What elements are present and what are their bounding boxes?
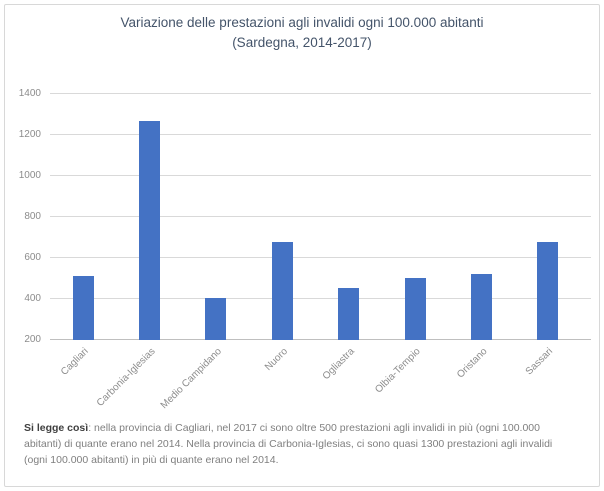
bar-cagliari xyxy=(72,276,94,340)
chart-title-line2: (Sardegna, 2014-2017) xyxy=(232,35,372,50)
caption: Si legge così: nella provincia di Caglia… xyxy=(24,420,569,468)
chart-title-line1: Variazione delle prestazioni agli invali… xyxy=(120,15,484,30)
x-tick-label: Medio Campidano xyxy=(158,346,224,412)
bars xyxy=(50,94,581,340)
gridline xyxy=(50,134,591,135)
y-tick-label: 1000 xyxy=(18,170,41,181)
caption-line3: (ogni 100.000 abitanti) in più di quante… xyxy=(24,454,279,466)
gridline xyxy=(50,298,591,299)
caption-line2: abitanti) di quante erano nel 2014. Nell… xyxy=(24,438,553,450)
bar-slot xyxy=(249,94,315,340)
bar-slot xyxy=(448,94,514,340)
bar-slot xyxy=(515,94,581,340)
bar-oristano xyxy=(470,274,492,340)
caption-line1: : nella provincia di Cagliari, nel 2017 … xyxy=(88,422,540,434)
y-tick-label: 800 xyxy=(24,211,41,222)
chart-title: Variazione delle prestazioni agli invali… xyxy=(5,13,599,53)
bar-slot xyxy=(183,94,249,340)
chart-frame: Variazione delle prestazioni agli invali… xyxy=(4,4,600,487)
plot-area xyxy=(50,93,591,340)
x-tick-label: Ogliastra xyxy=(320,346,357,383)
x-tick-label: Cagliari xyxy=(59,346,91,378)
y-tick-label: 1200 xyxy=(18,129,41,140)
bar-slot xyxy=(382,94,448,340)
caption-lead: Si legge così xyxy=(24,422,89,434)
x-tick-label: Oristano xyxy=(454,346,490,381)
bar-carbonia-iglesias xyxy=(139,120,161,340)
x-axis-line xyxy=(50,339,591,340)
bar-olbia-tempio xyxy=(404,277,426,340)
bar-nuoro xyxy=(271,241,293,340)
gridline xyxy=(50,216,591,217)
gridline xyxy=(50,175,591,176)
bar-sassari xyxy=(537,241,559,340)
x-tick-label: Sassari xyxy=(524,346,556,378)
y-tick-label: 600 xyxy=(24,252,41,263)
y-tick-label: 1400 xyxy=(18,88,41,99)
bar-slot xyxy=(316,94,382,340)
y-tick-label: 400 xyxy=(24,293,41,304)
x-tick-label: Nuoro xyxy=(263,346,291,374)
x-axis-labels: Cagliari Carbonia-Iglesias Medio Campidano… xyxy=(50,340,581,412)
y-axis-labels: 200 400 600 800 1000 1200 1400 xyxy=(5,88,45,345)
gridline xyxy=(50,93,591,94)
bar-slot xyxy=(116,94,182,340)
y-tick-label: 200 xyxy=(24,334,41,345)
x-tick-label: Carbonia-Iglesias xyxy=(94,346,158,409)
bar-medio-campidano xyxy=(205,298,227,340)
bar-ogliastra xyxy=(338,287,360,340)
gridline xyxy=(50,257,591,258)
x-tick-label: Olbia-Tempio xyxy=(373,346,423,396)
bar-slot xyxy=(50,94,116,340)
